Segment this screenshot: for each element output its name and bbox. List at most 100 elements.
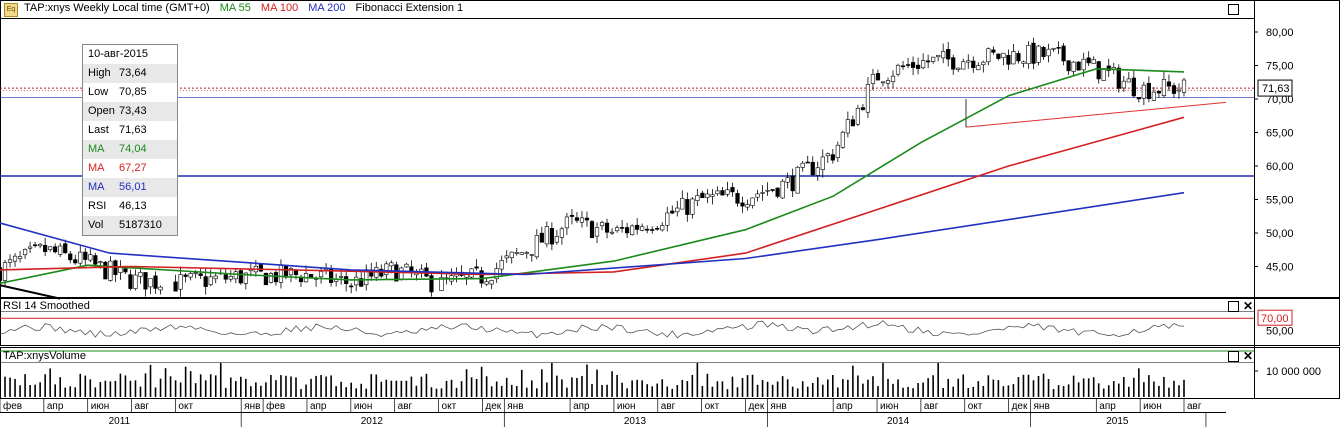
candle-body (273, 272, 279, 283)
candle-body (926, 60, 931, 63)
candle-body (599, 222, 605, 227)
ma55-label[interactable]: MA 55 (219, 2, 251, 14)
data-window-row: Low 70,85 (83, 83, 177, 102)
price-tick-label: 70,00 (1266, 94, 1294, 106)
candle-body (384, 263, 389, 275)
candle-body (1171, 85, 1177, 94)
year-label: 2014 (887, 416, 910, 427)
month-label: окт (705, 401, 720, 412)
candle-body (73, 259, 78, 264)
data-window-label: Last (88, 124, 109, 136)
candle-body (22, 248, 28, 256)
candle-body (971, 60, 976, 69)
candle-body (956, 67, 961, 70)
last-price-label: 71,63 (1262, 83, 1290, 95)
candle-body (68, 253, 73, 261)
volume-close-icon[interactable]: ✕ (1243, 349, 1254, 363)
symbol-label[interactable]: TAP:xnys Weekly Local time (GMT+0) (24, 2, 210, 14)
candle-body (670, 210, 675, 214)
candle-body (524, 252, 529, 254)
candle-body (1016, 53, 1021, 62)
volume-maximize-button[interactable] (1228, 351, 1239, 362)
candle-body (835, 144, 840, 158)
candle-body (534, 235, 539, 258)
chart-header: TAP:xnys Weekly Local time (GMT+0) MA 55… (24, 2, 463, 16)
trend-line (0, 284, 61, 300)
candle-body (1166, 81, 1172, 87)
equity-icon[interactable]: Eq (4, 3, 18, 17)
candle-body (760, 192, 765, 194)
candle-body (961, 61, 966, 70)
month-label: янв (1034, 401, 1050, 412)
candle-body (775, 187, 780, 197)
candle-body (504, 255, 509, 259)
candle-body (48, 246, 53, 250)
month-label: апр (573, 401, 590, 412)
rsi-tick-label: 50,00 (1266, 326, 1294, 338)
ma200-label[interactable]: MA 200 (308, 2, 346, 14)
candle-body (650, 229, 655, 231)
candle-body (1091, 59, 1096, 64)
candle-body (870, 74, 876, 84)
candle-body (354, 276, 359, 286)
rsi-close-icon[interactable]: ✕ (1243, 299, 1254, 313)
candle-body (625, 227, 630, 234)
candle-body (635, 224, 640, 230)
candle-body (318, 271, 324, 278)
candle-body (1161, 79, 1167, 96)
candle-body (705, 193, 710, 198)
candle-body (1141, 84, 1146, 99)
candle-body (138, 272, 143, 277)
candle-body (554, 236, 559, 243)
ma100-label[interactable]: MA 100 (260, 2, 299, 14)
month-label: фев (266, 400, 285, 412)
volume-panel-title[interactable]: TAP:xnysVolume (3, 350, 86, 362)
candle-body (921, 60, 926, 69)
price-tick-label: 80,00 (1266, 27, 1294, 39)
year-label: 2011 (109, 416, 131, 427)
candle-body (840, 131, 845, 148)
candle-body (825, 153, 830, 157)
candle-body (790, 175, 795, 192)
candle-body (213, 275, 218, 280)
fib-label[interactable]: Fibonacci Extension 1 (355, 2, 464, 14)
maximize-button[interactable] (1228, 4, 1239, 15)
candle-body (93, 255, 98, 265)
candle-body (1116, 67, 1121, 89)
candle-body (389, 262, 394, 267)
rsi-maximize-button[interactable] (1228, 301, 1239, 312)
data-window-row: Open 73,43 (83, 102, 177, 121)
candle-body (715, 190, 720, 195)
candle-body (609, 231, 615, 234)
month-label: апр (836, 401, 853, 412)
candle-body (800, 162, 805, 168)
candle-body (12, 255, 18, 262)
month-label: авг (924, 401, 939, 412)
candle-body (880, 81, 886, 84)
candle-body (680, 198, 685, 210)
month-label: авг (135, 401, 150, 412)
month-label: апр (1099, 401, 1116, 412)
month-label: дек (485, 401, 501, 412)
month-label: авг (398, 401, 413, 412)
month-label: июн (617, 401, 636, 412)
year-label: 2013 (624, 416, 647, 427)
month-label: янв (507, 401, 523, 412)
candle-body (620, 227, 625, 229)
candle-body (53, 246, 58, 253)
candle-body (193, 272, 198, 275)
candle-body (559, 228, 564, 238)
candle-body (745, 204, 750, 208)
candle-body (810, 161, 815, 176)
candle-body (464, 274, 469, 278)
candle-body (1006, 55, 1011, 65)
candle-body (569, 214, 575, 217)
candle-body (33, 244, 38, 247)
candle-body (820, 156, 825, 170)
candle-body (404, 263, 409, 268)
rsi-panel-title[interactable]: RSI 14 Smoothed (3, 300, 90, 312)
candle-body (198, 273, 203, 276)
candle-body (539, 232, 544, 243)
candle-body (489, 280, 494, 285)
